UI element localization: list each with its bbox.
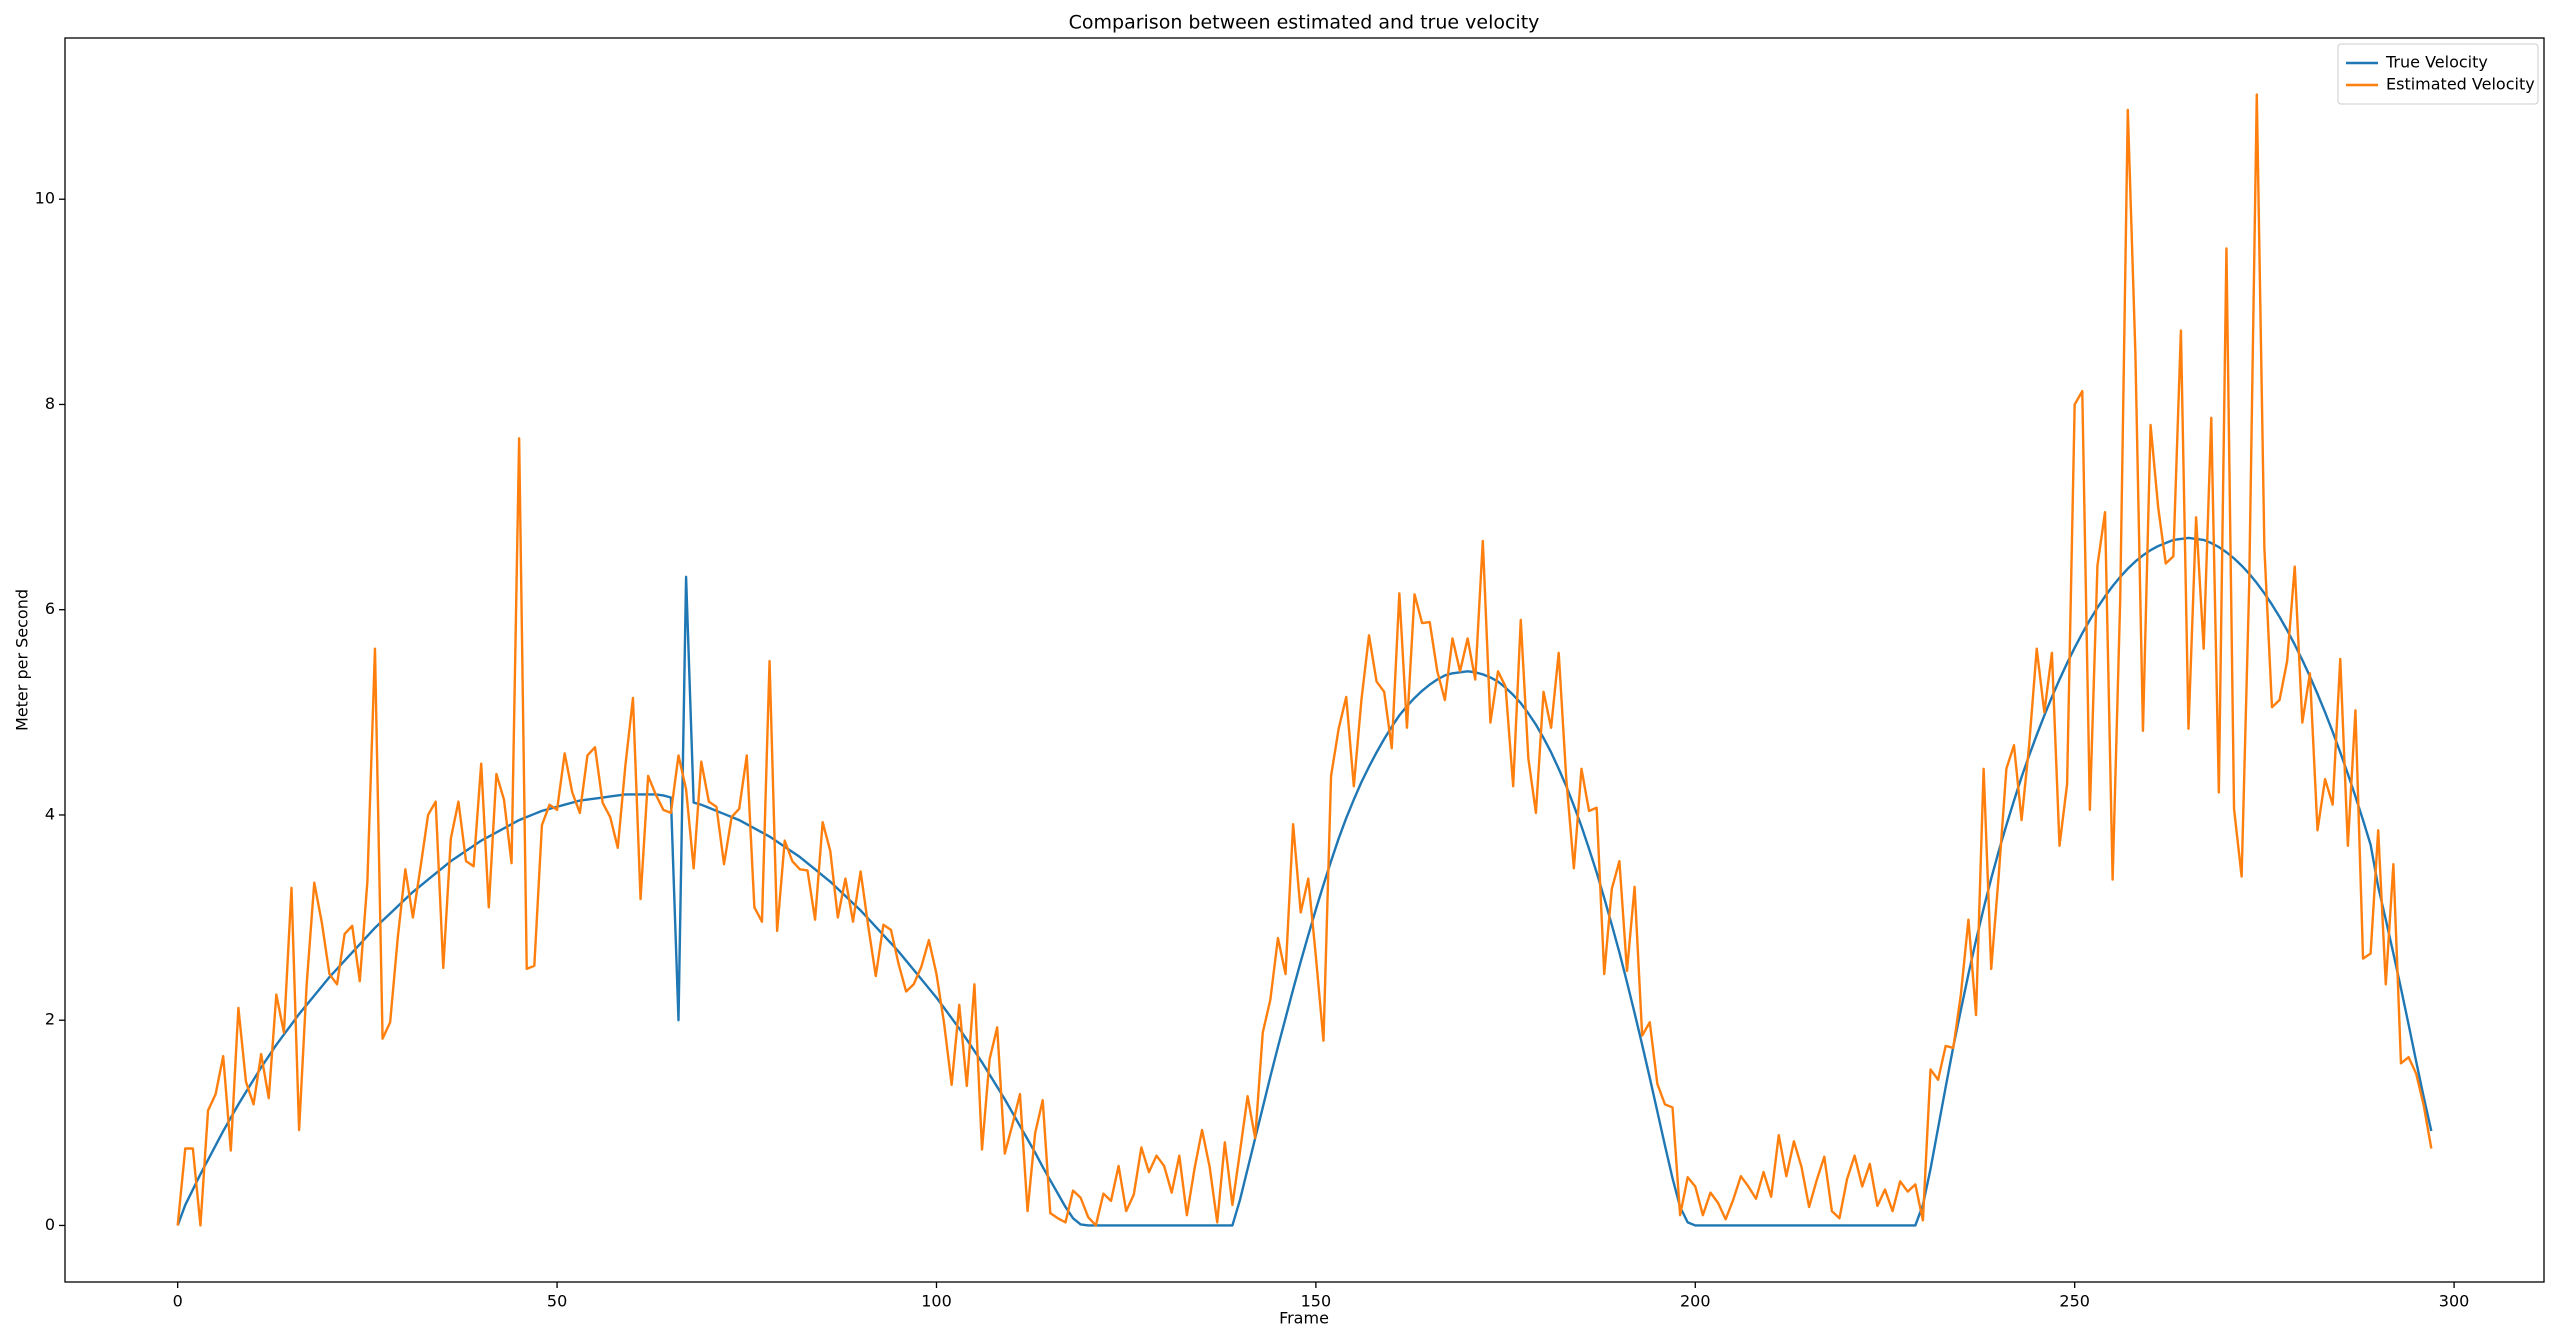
x-tick-label: 250	[2059, 1292, 2090, 1311]
x-tick-label: 200	[1680, 1292, 1711, 1311]
y-axis-label: Meter per Second	[13, 589, 32, 731]
y-tick-label: 2	[45, 1010, 55, 1029]
x-tick-label: 0	[173, 1292, 183, 1311]
y-tick-label: 8	[45, 394, 55, 413]
legend-box	[2337, 43, 2539, 105]
y-tick-label: 6	[45, 599, 55, 618]
x-tick-label: 100	[921, 1292, 952, 1311]
y-tick-label: 10	[35, 189, 55, 208]
plot-frame	[64, 37, 2545, 1283]
y-tick-label: 0	[45, 1215, 55, 1234]
x-tick-label: 300	[2439, 1292, 2470, 1311]
legend-label: Estimated Velocity	[2386, 75, 2535, 94]
series-line	[176, 93, 2433, 1227]
x-tick-label: 150	[1301, 1292, 1332, 1311]
y-tick-label: 4	[45, 804, 55, 823]
chart-title: Comparison between estimated and true ve…	[1069, 12, 1540, 34]
legend-label: True Velocity	[2385, 53, 2488, 72]
x-axis-label: Frame	[1279, 1309, 1329, 1328]
x-tick-label: 50	[547, 1292, 567, 1311]
